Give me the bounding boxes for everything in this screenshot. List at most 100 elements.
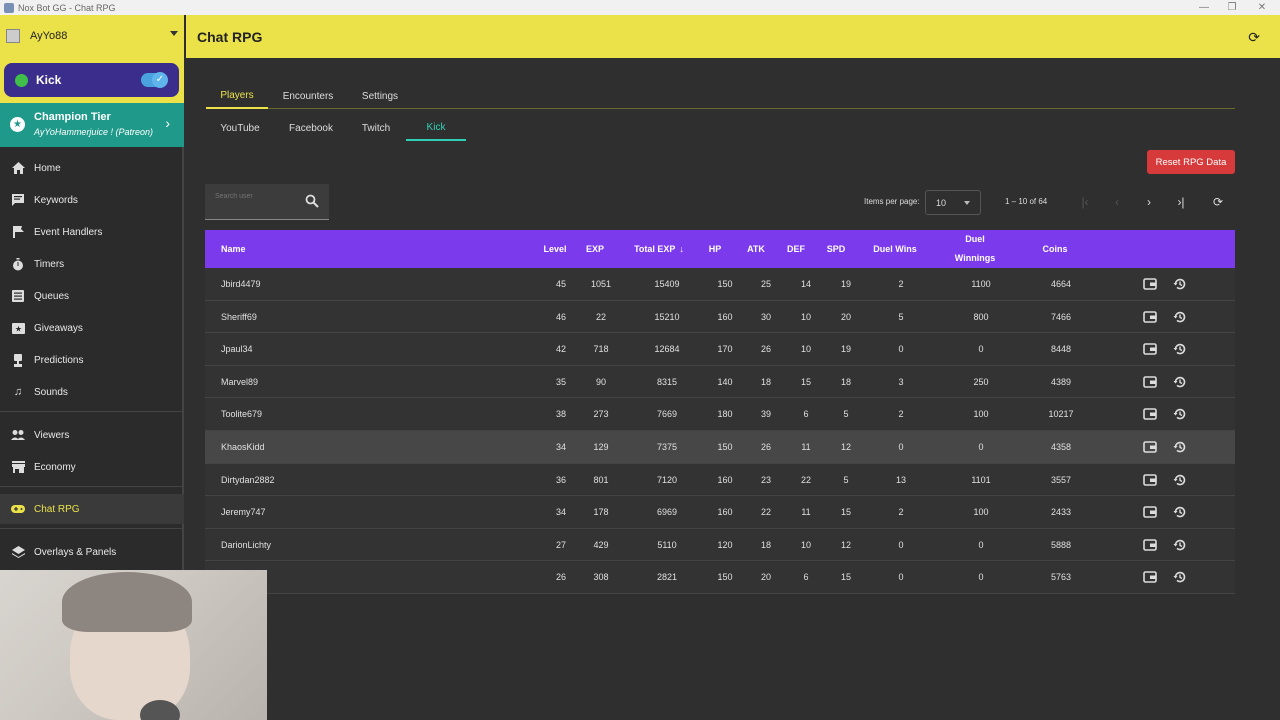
people-icon bbox=[11, 428, 25, 442]
cell-spd: 5 bbox=[843, 409, 849, 420]
wallet-icon[interactable] bbox=[1143, 277, 1157, 291]
sidebar-item-event-handlers[interactable]: Event Handlers bbox=[0, 217, 184, 247]
cell-spd: 19 bbox=[840, 344, 851, 355]
sidebar-item-keywords[interactable]: Keywords bbox=[0, 185, 184, 215]
cell-def: 11 bbox=[801, 507, 811, 518]
cell-name: Marvel89 bbox=[221, 376, 259, 387]
minimize-button[interactable]: — bbox=[1199, 2, 1209, 13]
reset-rpg-data-button[interactable]: Reset RPG Data bbox=[1147, 150, 1235, 174]
wallet-icon[interactable] bbox=[1143, 310, 1157, 324]
wallet-icon[interactable] bbox=[1143, 440, 1157, 454]
search-icon[interactable] bbox=[305, 194, 319, 208]
wallet-icon[interactable] bbox=[1143, 570, 1157, 584]
players-table: Name Level EXP Total EXP ↓ HP ATK DEF SP… bbox=[205, 230, 1235, 594]
wallet-icon[interactable] bbox=[1143, 407, 1157, 421]
wallet-icon[interactable] bbox=[1143, 375, 1157, 389]
cell-coins: 4389 bbox=[1050, 376, 1072, 387]
cell-spd: 18 bbox=[840, 376, 851, 387]
column-header-hp[interactable]: HP bbox=[708, 243, 722, 254]
wallet-icon[interactable] bbox=[1143, 505, 1157, 519]
sidebar-item-label: Home bbox=[34, 162, 61, 174]
restore-icon[interactable] bbox=[1173, 310, 1187, 324]
restore-icon[interactable] bbox=[1173, 440, 1187, 454]
wallet-icon[interactable] bbox=[1143, 538, 1157, 552]
sidebar-item-overlays-panels[interactable]: Overlays & Panels bbox=[0, 537, 184, 567]
sidebar-item-viewers[interactable]: Viewers bbox=[0, 420, 184, 450]
search-input[interactable] bbox=[215, 190, 300, 202]
cell-hp: 150 bbox=[717, 572, 733, 583]
sidebar-item-home[interactable]: Home bbox=[0, 153, 184, 183]
first-page-button[interactable]: |‹ bbox=[1081, 195, 1089, 209]
tier-card[interactable]: ★ Champion Tier AyYoHammerjuice ! (Patre… bbox=[0, 103, 184, 147]
tab-facebook[interactable]: Facebook bbox=[289, 122, 333, 134]
column-header-exp[interactable]: EXP bbox=[585, 243, 604, 254]
webcam-microphone bbox=[140, 700, 180, 720]
sidebar-item-sounds[interactable]: ♫ Sounds bbox=[0, 377, 184, 407]
account-selector[interactable]: AyYo88 bbox=[6, 25, 178, 47]
reload-table-icon[interactable]: ⟳ bbox=[1212, 195, 1224, 209]
cell-duel-winnings: 100 bbox=[973, 409, 989, 420]
next-page-button[interactable]: › bbox=[1147, 195, 1151, 209]
cell-name: Dirtydan2882 bbox=[221, 474, 275, 485]
cell-total-exp: 6969 bbox=[656, 507, 678, 518]
tab-players[interactable]: Players bbox=[206, 83, 268, 109]
refresh-icon[interactable]: ⟳ bbox=[1248, 29, 1260, 45]
cell-atk: 18 bbox=[760, 539, 771, 550]
column-header-name[interactable]: Name bbox=[221, 243, 246, 254]
column-header-total-exp[interactable]: Total EXP ↓ bbox=[625, 230, 693, 268]
tab-kick[interactable]: Kick bbox=[406, 115, 466, 141]
cell-coins: 7466 bbox=[1050, 311, 1072, 322]
restore-icon[interactable] bbox=[1173, 277, 1187, 291]
cell-duel-winnings: 0 bbox=[978, 572, 984, 583]
sidebar-item-predictions[interactable]: Predictions bbox=[0, 345, 184, 375]
close-button[interactable]: ✕ bbox=[1257, 2, 1267, 13]
sidebar-item-chat-rpg[interactable]: Chat RPG bbox=[0, 494, 184, 524]
column-header-coins[interactable]: Coins bbox=[1042, 243, 1068, 254]
cell-spd: 12 bbox=[840, 441, 851, 452]
column-header-level[interactable]: Level bbox=[543, 243, 567, 254]
platform-toggle[interactable]: ✓ bbox=[141, 72, 168, 88]
cell-hp: 160 bbox=[717, 311, 733, 322]
restore-icon[interactable] bbox=[1173, 375, 1187, 389]
restore-icon[interactable] bbox=[1173, 342, 1187, 356]
maximize-button[interactable]: ❐ bbox=[1227, 2, 1237, 13]
tab-settings[interactable]: Settings bbox=[361, 90, 399, 102]
column-header-def[interactable]: DEF bbox=[787, 243, 805, 254]
restore-icon[interactable] bbox=[1173, 538, 1187, 552]
column-header-spd[interactable]: SPD bbox=[826, 243, 846, 254]
restore-icon[interactable] bbox=[1173, 505, 1187, 519]
cell-hp: 150 bbox=[717, 441, 733, 452]
sidebar-item-timers[interactable]: Timers bbox=[0, 249, 184, 279]
wallet-icon[interactable] bbox=[1143, 342, 1157, 356]
last-page-button[interactable]: ›| bbox=[1177, 195, 1185, 209]
column-header-duel-winnings[interactable]: Duel Winnings bbox=[954, 234, 996, 263]
sidebar-item-queues[interactable]: Queues bbox=[0, 281, 184, 311]
restore-icon[interactable] bbox=[1173, 407, 1187, 421]
column-header-atk[interactable]: ATK bbox=[747, 243, 765, 254]
cell-atk: 20 bbox=[760, 572, 771, 583]
cell-spd: 19 bbox=[840, 279, 851, 289]
restore-icon[interactable] bbox=[1173, 473, 1187, 487]
wallet-icon[interactable] bbox=[1143, 473, 1157, 487]
table-header: Name Level EXP Total EXP ↓ HP ATK DEF SP… bbox=[205, 230, 1235, 268]
table-row: Sheriff69 46 22 15210 160 30 10 20 5 800 7466 bbox=[205, 300, 1235, 334]
chevron-down-icon bbox=[170, 31, 178, 36]
cell-name: Jeremy747 bbox=[221, 507, 266, 518]
cell-spd: 15 bbox=[840, 507, 851, 518]
sidebar-item-economy[interactable]: Economy bbox=[0, 452, 184, 482]
cell-total-exp: 7375 bbox=[656, 441, 678, 452]
cell-coins: 4664 bbox=[1050, 279, 1072, 289]
tab-youtube[interactable]: YouTube bbox=[220, 122, 260, 134]
column-header-duel-wins[interactable]: Duel Wins bbox=[873, 243, 917, 254]
tab-twitch[interactable]: Twitch bbox=[361, 122, 391, 134]
tab-encounters[interactable]: Encounters bbox=[282, 90, 334, 102]
items-per-page-select[interactable]: 10 bbox=[925, 190, 981, 215]
cell-atk: 30 bbox=[760, 311, 771, 322]
cell-atk: 26 bbox=[760, 441, 771, 452]
sidebar-item-giveaways[interactable]: ★ Giveaways bbox=[0, 313, 184, 343]
platform-tabs: YouTube Facebook Twitch Kick bbox=[206, 115, 606, 142]
page-header: Chat RPG ⟳ bbox=[186, 15, 1280, 58]
restore-icon[interactable] bbox=[1173, 570, 1187, 584]
previous-page-button[interactable]: ‹ bbox=[1115, 195, 1119, 209]
chevron-down-icon bbox=[964, 201, 970, 205]
